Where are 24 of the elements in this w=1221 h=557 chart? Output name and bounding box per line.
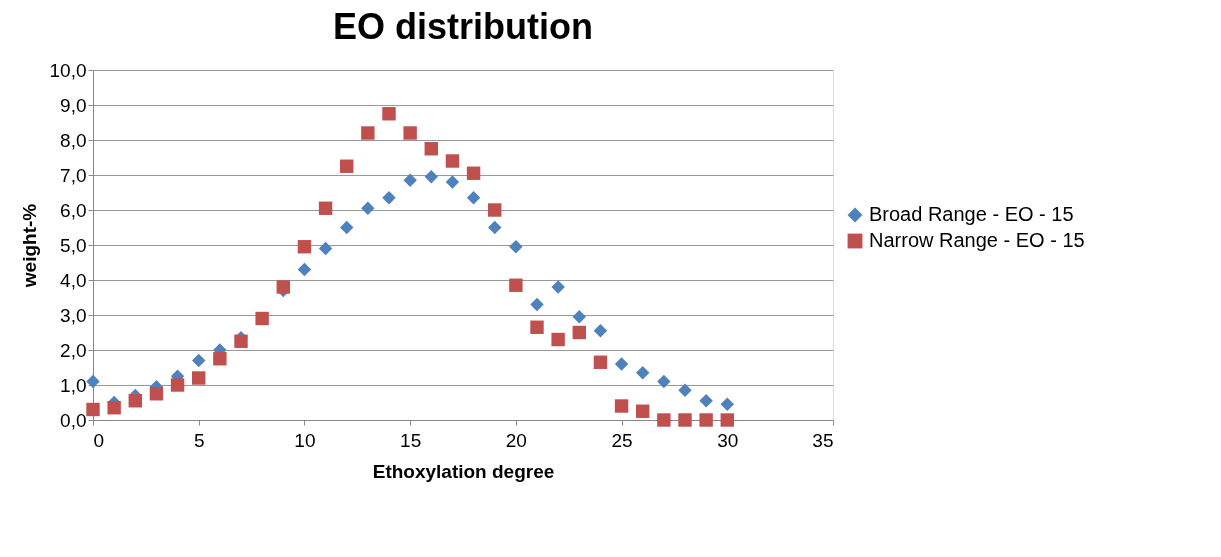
y-tick-label: 1,0 [60, 374, 87, 396]
legend-label: Narrow Range - EO - 15 [869, 229, 1085, 251]
y-tick-label: 0,0 [60, 409, 87, 431]
y-tick-label: 5,0 [60, 234, 87, 256]
y-axis-title: weight-% [18, 203, 40, 289]
legend-label: Broad Range - EO - 15 [869, 203, 1074, 225]
x-tick-label: 10 [294, 429, 316, 451]
y-tick-label: 8,0 [60, 129, 87, 151]
x-axis-title: Ethoxylation degree [372, 460, 555, 482]
x-tick-label: 5 [193, 429, 205, 451]
x-tick-label: 25 [611, 429, 633, 451]
y-tick-label: 7,0 [60, 164, 87, 186]
x-tick-label: 20 [505, 429, 527, 451]
y-tick-label: 2,0 [60, 339, 87, 361]
y-tick-label: 9,0 [60, 94, 87, 116]
y-tick-label: 4,0 [60, 269, 87, 291]
x-tick-label: 30 [717, 429, 739, 451]
y-tick-label: 6,0 [60, 199, 87, 221]
y-tick-label: 10,0 [49, 59, 87, 81]
x-tick-label: 35 [812, 429, 834, 451]
chart-title: EO distribution [333, 6, 593, 47]
x-tick-label: 15 [400, 429, 422, 451]
x-tick-label: 0 [93, 429, 105, 451]
y-tick-label: 3,0 [60, 304, 87, 326]
